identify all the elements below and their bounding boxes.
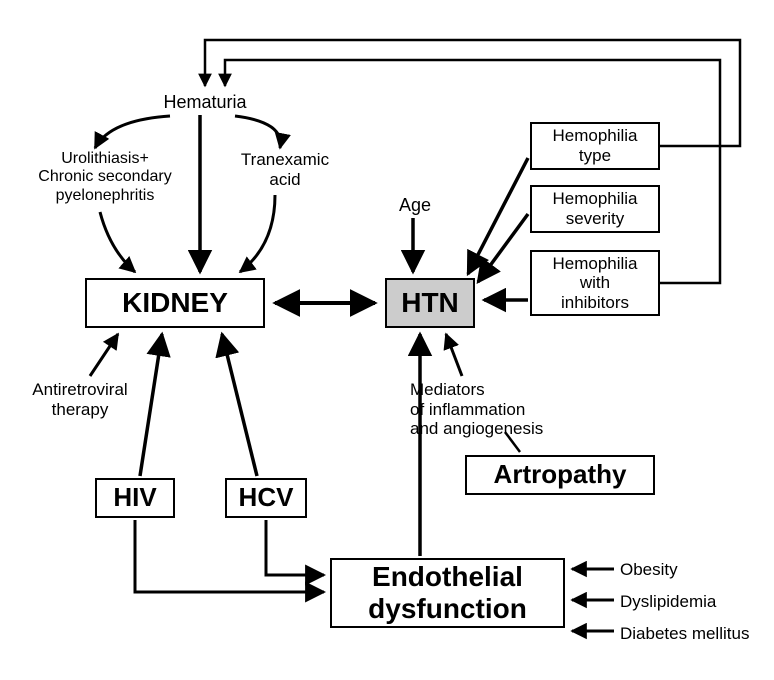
- label-urolithiasis: Urolithiasis+ Chronic secondary pyelonep…: [25, 150, 185, 205]
- label-hematuria: Hematuria: [145, 92, 265, 113]
- box-hcv-label: HCV: [239, 483, 294, 513]
- label-diabetes: Diabetes mellitus: [620, 624, 770, 644]
- label-obesity: Obesity: [620, 560, 710, 580]
- box-hiv: HIV: [95, 478, 175, 518]
- label-mediators: Mediators of inflammation and angiogenes…: [410, 380, 580, 439]
- box-artropathy-label: Artropathy: [494, 460, 627, 490]
- box-kidney-label: KIDNEY: [122, 287, 228, 319]
- box-htn: HTN: [385, 278, 475, 328]
- box-hemophilia-inhibitors-label: Hemophilia with inhibitors: [552, 254, 637, 313]
- label-age: Age: [390, 195, 440, 216]
- box-hemophilia-type-label: Hemophilia type: [552, 126, 637, 165]
- box-hemophilia-type: Hemophilia type: [530, 122, 660, 170]
- box-kidney: KIDNEY: [85, 278, 265, 328]
- label-antiretroviral: Antiretroviral therapy: [20, 380, 140, 419]
- box-hemophilia-inhibitors: Hemophilia with inhibitors: [530, 250, 660, 316]
- box-artropathy: Artropathy: [465, 455, 655, 495]
- label-dyslipidemia: Dyslipidemia: [620, 592, 740, 612]
- box-hemophilia-severity: Hemophilia severity: [530, 185, 660, 233]
- box-htn-label: HTN: [401, 287, 459, 319]
- box-endothelial-label: Endothelial dysfunction: [368, 561, 527, 625]
- label-tranexamic: Tranexamic acid: [230, 150, 340, 189]
- box-endothelial: Endothelial dysfunction: [330, 558, 565, 628]
- box-hiv-label: HIV: [113, 483, 156, 513]
- box-hcv: HCV: [225, 478, 307, 518]
- box-hemophilia-severity-label: Hemophilia severity: [552, 189, 637, 228]
